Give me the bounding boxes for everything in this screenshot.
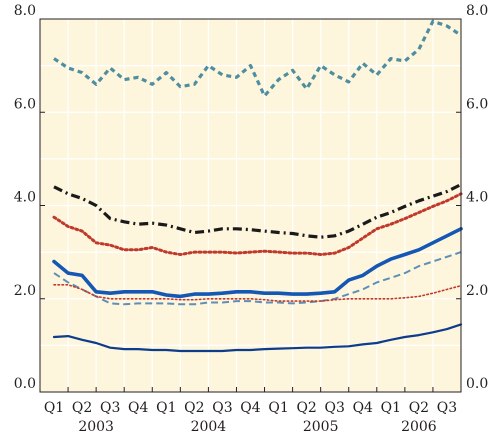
y-tick-label-right: 4.0: [466, 190, 488, 206]
y-tick-label-right: 0.0: [466, 376, 488, 392]
y-tick-label-right: 2.0: [466, 283, 488, 299]
x-axis-year-labels: 2003 2004 2005 2006: [78, 419, 436, 435]
x-year-label: 2003: [78, 419, 114, 435]
x-tick-label: Q3: [100, 400, 120, 416]
x-year-label: 2004: [191, 419, 227, 435]
x-axis-quarter-labels: Q1 Q2 Q3 Q4 Q1 Q2 Q3 Q4 Q1 Q2 Q3 Q4 Q1 Q2 Q3: [44, 400, 457, 416]
y-axis-left-labels: 0.0 2.0 4.0 6.0 8.0: [14, 3, 36, 392]
x-year-label: 2006: [401, 419, 437, 435]
x-tick-label: Q3: [437, 400, 457, 416]
x-tick-label: Q4: [240, 400, 260, 416]
y-tick-label-left: 2.0: [14, 283, 36, 299]
y-axis-right-labels: 0.0 2.0 4.0 6.0 8.0: [466, 3, 488, 392]
y-tick-label-left: 4.0: [14, 190, 36, 206]
y-tick-label-left: 6.0: [14, 96, 36, 112]
x-tick-label: Q1: [268, 400, 288, 416]
y-tick-label-right: 6.0: [466, 96, 488, 112]
x-tick-label: Q2: [409, 400, 429, 416]
x-tick-label: Q3: [212, 400, 232, 416]
x-tick-label: Q2: [184, 400, 204, 416]
x-tick-label: Q1: [381, 400, 401, 416]
y-tick-label-left: 0.0: [14, 376, 36, 392]
y-tick-label-left: 8.0: [14, 3, 36, 19]
x-tick-label: Q1: [44, 400, 64, 416]
x-tick-label: Q2: [72, 400, 92, 416]
x-tick-label: Q1: [156, 400, 176, 416]
y-tick-label-right: 8.0: [466, 3, 488, 19]
x-tick-label: Q4: [353, 400, 373, 416]
x-year-label: 2005: [303, 419, 339, 435]
x-tick-label: Q4: [128, 400, 148, 416]
x-tick-label: Q3: [325, 400, 345, 416]
x-tick-label: Q2: [296, 400, 316, 416]
